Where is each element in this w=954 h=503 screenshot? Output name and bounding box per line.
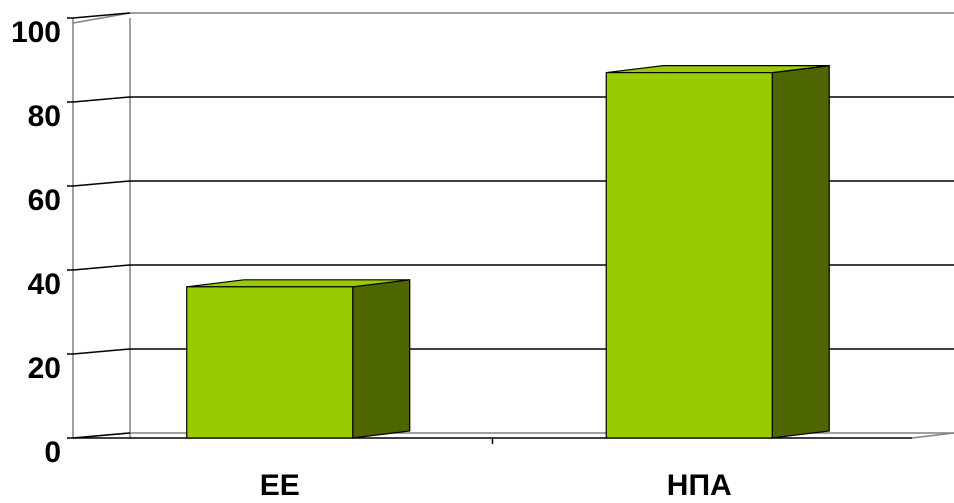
gridline-depth-0: [72, 432, 131, 439]
y-axis-tick-labels: 0 20 40 60 80 100: [11, 16, 61, 469]
bar-ЕЕ: [186, 279, 411, 439]
gridline-depth-80: [72, 96, 131, 103]
y-tick-label-80: 80: [28, 100, 61, 133]
y-tick-label-60: 60: [28, 184, 61, 217]
gridline-depth-20: [72, 348, 131, 355]
y-tick-label-40: 40: [28, 268, 61, 301]
y-tick-label-100: 100: [11, 16, 61, 49]
gridline-depth-100: [72, 12, 131, 19]
y-tick-label-0: 0: [44, 436, 61, 469]
bars: [186, 64, 830, 439]
bar-side-ЕЕ: [352, 279, 411, 439]
gridline-depth-40: [72, 264, 131, 271]
y-tick-label-20: 20: [28, 352, 61, 385]
bar-front-ЕЕ: [186, 286, 354, 439]
bar-side-НПА: [771, 64, 830, 439]
x-category-label-НПА: НПА: [667, 469, 732, 502]
bar-НПА: [605, 64, 830, 439]
gridline-depth-60: [72, 180, 131, 187]
x-axis-category-labels: ЕЕ НПА: [260, 469, 732, 502]
top-left-depth-edge: [72, 12, 131, 24]
x-category-label-ЕЕ: ЕЕ: [260, 469, 300, 502]
bar-front-НПА: [605, 71, 773, 439]
floor-right-depth-edge: [911, 432, 954, 439]
